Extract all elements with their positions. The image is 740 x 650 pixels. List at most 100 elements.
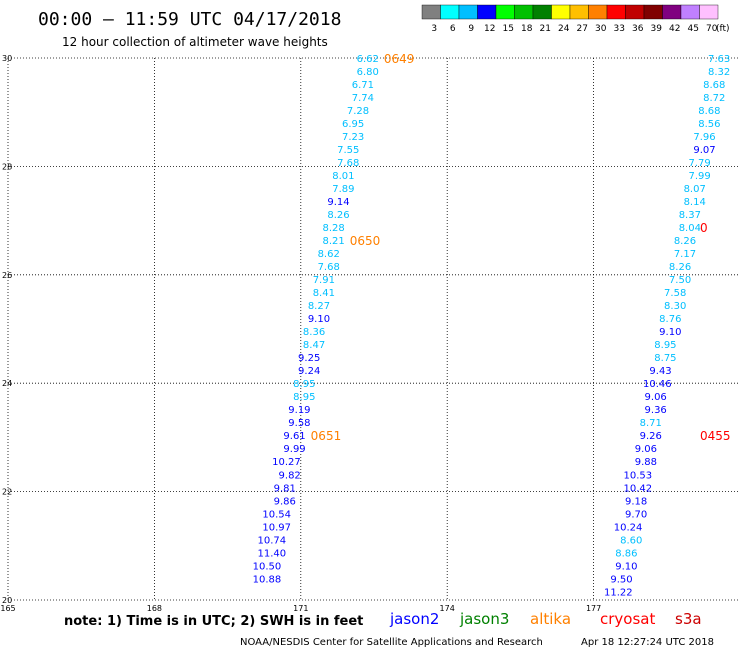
colorbar-swatch bbox=[625, 4, 645, 20]
wave-height-label: 6.71 bbox=[352, 80, 374, 91]
wave-height-label: 7.28 bbox=[347, 106, 369, 117]
colorbar-swatch bbox=[680, 4, 700, 20]
wave-height-label: 9.99 bbox=[283, 444, 305, 455]
y-tick-label: 28 bbox=[2, 162, 12, 171]
wave-height-label: 8.41 bbox=[313, 288, 335, 299]
wave-height-label: 9.25 bbox=[298, 353, 320, 364]
wave-height-label: 9.19 bbox=[288, 405, 310, 416]
legend-jason2: jason2 bbox=[389, 610, 439, 628]
wave-height-label: 8.30 bbox=[664, 301, 686, 312]
x-tick-labels: 165 168 171 174 177 bbox=[0, 604, 601, 613]
wave-height-label: 8.62 bbox=[318, 249, 340, 260]
colorbar-label: 12 bbox=[484, 24, 495, 34]
wave-height-label: 9.14 bbox=[327, 197, 349, 208]
wave-height-label: 9.07 bbox=[693, 145, 715, 156]
wave-height-label: 7.55 bbox=[337, 145, 359, 156]
colorbar-swatch bbox=[495, 4, 515, 20]
wave-height-label: 9.18 bbox=[625, 496, 647, 507]
wave-height-label: 9.26 bbox=[640, 431, 662, 442]
wave-height-label: 9.82 bbox=[279, 470, 301, 481]
wave-height-label: 9.86 bbox=[274, 496, 296, 507]
wave-height-label: 7.63 bbox=[708, 54, 730, 65]
wave-height-label: 8.95 bbox=[293, 379, 315, 390]
wave-height-label: 8.07 bbox=[684, 184, 706, 195]
y-tick-label: 24 bbox=[2, 379, 12, 388]
wave-height-label: 10.50 bbox=[253, 561, 282, 572]
wave-height-label: 7.79 bbox=[688, 158, 710, 169]
legend-cryosat: cryosat bbox=[600, 610, 655, 628]
wave-height-label: 7.91 bbox=[313, 275, 335, 286]
time-label: 0650 bbox=[350, 234, 381, 248]
colorbar-label: 24 bbox=[558, 24, 570, 34]
wave-height-label: 10.53 bbox=[624, 470, 653, 481]
wave-height-label: 11.22 bbox=[604, 587, 633, 598]
colorbar-swatch bbox=[699, 4, 719, 20]
wave-height-label: 10.42 bbox=[624, 483, 653, 494]
colorbar-swatch bbox=[477, 4, 497, 20]
wave-height-label: 9.10 bbox=[615, 561, 637, 572]
colorbar-swatch bbox=[458, 4, 478, 20]
wave-height-label: 7.89 bbox=[332, 184, 354, 195]
colorbar-label: 33 bbox=[614, 24, 625, 34]
colorbar-label: 30 bbox=[595, 24, 607, 34]
colorbar-label: 18 bbox=[521, 24, 533, 34]
colorbar-label: 9 bbox=[468, 24, 474, 34]
colorbar-swatch bbox=[440, 4, 460, 20]
colorbar-swatch bbox=[551, 4, 571, 20]
wave-height-label: 9.36 bbox=[645, 405, 667, 416]
wave-height-label: 7.68 bbox=[318, 262, 340, 273]
wave-height-label: 7.96 bbox=[693, 132, 715, 143]
legend-altika: altika bbox=[530, 610, 571, 628]
wave-height-label: 7.68 bbox=[337, 158, 359, 169]
colorbar-label: 39 bbox=[651, 24, 663, 34]
colorbar-swatch bbox=[569, 4, 589, 20]
wave-height-label: 8.26 bbox=[327, 210, 349, 221]
wave-height-label: 7.23 bbox=[342, 132, 364, 143]
legend: jason2 jason3 altika cryosat s3a bbox=[389, 610, 702, 628]
wave-height-label: 6.80 bbox=[357, 67, 379, 78]
wave-height-label: 8.95 bbox=[293, 392, 315, 403]
y-tick-label: 20 bbox=[2, 596, 12, 605]
wave-height-label: 8.26 bbox=[669, 262, 691, 273]
colorbar-swatch bbox=[662, 4, 682, 20]
colorbar-label: 36 bbox=[632, 24, 644, 34]
wave-height-label: 10.97 bbox=[262, 522, 291, 533]
wave-height-label: 9.06 bbox=[635, 444, 657, 455]
footer-note: note: 1) Time is in UTC; 2) SWH is in fe… bbox=[64, 614, 363, 629]
y-tick-label: 26 bbox=[2, 271, 12, 280]
colorbar: 3 6 9 12 15 18 21 24 27 30 33 36 39 42 45 70 bbox=[421, 4, 719, 34]
wave-height-label: 9.61 bbox=[283, 431, 305, 442]
wave-height-label: 7.50 bbox=[669, 275, 691, 286]
y-tick-label: 22 bbox=[2, 488, 12, 497]
wave-height-label: 8.47 bbox=[303, 340, 325, 351]
x-tick-label: 171 bbox=[293, 604, 308, 613]
wave-height-label: 10.27 bbox=[272, 457, 301, 468]
colorbar-label: 6 bbox=[450, 24, 456, 34]
wave-height-label: 8.01 bbox=[332, 171, 354, 182]
colorbar-swatch bbox=[588, 4, 608, 20]
colorbar-swatch bbox=[606, 4, 626, 20]
wave-height-label: 9.24 bbox=[298, 366, 320, 377]
wave-height-label: 7.17 bbox=[674, 249, 696, 260]
colorbar-swatch bbox=[643, 4, 663, 20]
wave-height-label: 6.62 bbox=[357, 54, 379, 65]
wave-height-label: 11.40 bbox=[258, 548, 287, 559]
colorbar-swatch bbox=[532, 4, 552, 20]
wave-height-label: 8.68 bbox=[698, 106, 720, 117]
wave-height-label: 9.06 bbox=[645, 392, 667, 403]
colorbar-label: 3 bbox=[431, 24, 437, 34]
time-label: 0649 bbox=[384, 52, 415, 66]
wave-height-label: 8.36 bbox=[303, 327, 325, 338]
wave-height-label: 8.71 bbox=[640, 418, 662, 429]
wave-height-label: 8.72 bbox=[703, 93, 725, 104]
wave-height-label: 9.10 bbox=[659, 327, 681, 338]
wave-height-label: 7.58 bbox=[664, 288, 686, 299]
wave-height-label: 6.95 bbox=[342, 119, 364, 130]
colorbar-swatch bbox=[514, 4, 534, 20]
x-tick-label: 168 bbox=[147, 604, 162, 613]
wave-height-label: 9.81 bbox=[274, 483, 296, 494]
wave-height-label: 9.70 bbox=[625, 509, 647, 520]
wave-height-label: 8.76 bbox=[659, 314, 681, 325]
wave-height-label: 8.21 bbox=[322, 236, 344, 247]
